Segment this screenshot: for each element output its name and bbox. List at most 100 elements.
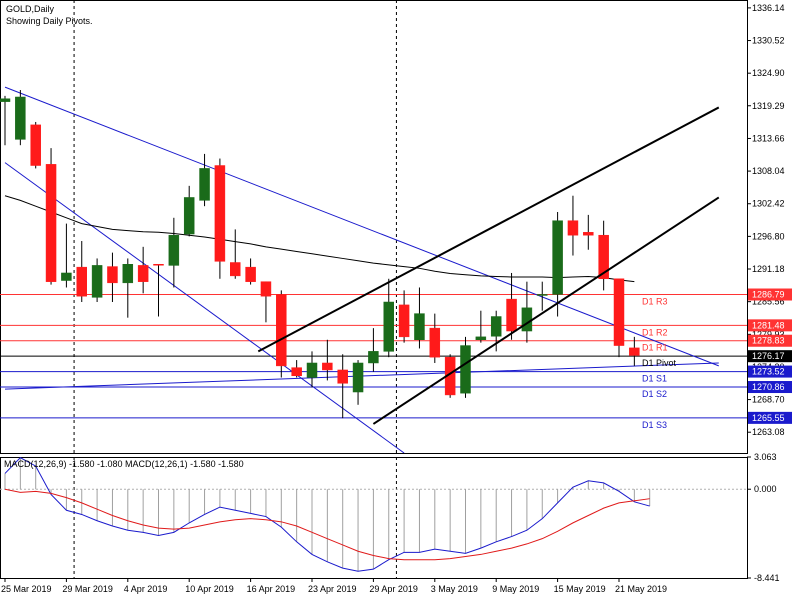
candle bbox=[598, 220, 609, 291]
pivot-label: D1 R2 bbox=[642, 327, 668, 337]
y-tick-label: 1313.66 bbox=[752, 133, 785, 143]
candle bbox=[583, 214, 594, 250]
candle-body bbox=[245, 266, 256, 282]
candle-body bbox=[230, 262, 241, 277]
candle-body bbox=[629, 347, 640, 356]
candle-body bbox=[260, 281, 272, 297]
x-tick-label: 4 Apr 2019 bbox=[124, 584, 168, 594]
candle-body bbox=[214, 165, 226, 262]
candle-body bbox=[137, 265, 149, 282]
y-tick-label: 1268.70 bbox=[752, 395, 785, 405]
chart-title: GOLD,Daily bbox=[6, 4, 55, 14]
candle bbox=[76, 241, 87, 302]
candle-body bbox=[276, 294, 287, 367]
candle-body bbox=[383, 301, 394, 352]
candle bbox=[230, 229, 241, 279]
candle bbox=[306, 351, 318, 388]
macd-y-tick-label: -8.441 bbox=[754, 573, 780, 583]
candle bbox=[337, 354, 348, 419]
candle-body bbox=[537, 294, 548, 296]
moving-average-line bbox=[4, 195, 635, 283]
pivot-price-tag bbox=[748, 334, 792, 347]
y-tick-label: 1263.08 bbox=[752, 427, 785, 437]
x-tick-label: 25 Mar 2019 bbox=[1, 584, 52, 594]
candle bbox=[398, 290, 410, 343]
y-tick-label: 1336.14 bbox=[752, 3, 785, 13]
candle-body bbox=[30, 124, 41, 166]
candle-body bbox=[291, 367, 302, 377]
candle-body bbox=[61, 272, 72, 281]
candle-body bbox=[352, 362, 364, 393]
candle-body bbox=[153, 264, 164, 266]
candle bbox=[137, 246, 149, 294]
pivot-price-tag bbox=[748, 381, 792, 394]
channel-line-upper bbox=[4, 86, 719, 367]
y-tick-label: 1330.52 bbox=[752, 36, 785, 46]
pivot-price-tag bbox=[748, 365, 792, 378]
candle-body bbox=[613, 278, 625, 346]
candle bbox=[276, 290, 287, 378]
candle-body bbox=[552, 220, 563, 295]
pivot-price-tag-label: 1265.55 bbox=[752, 413, 785, 423]
candle-body bbox=[429, 327, 441, 358]
pivot-label: D1 Pivot bbox=[642, 358, 677, 368]
x-tick-label: 9 May 2019 bbox=[492, 584, 539, 594]
x-tick-label: 29 Mar 2019 bbox=[62, 584, 113, 594]
pivot-price-tag bbox=[748, 319, 792, 332]
candle-body bbox=[199, 168, 210, 201]
candle bbox=[199, 153, 210, 207]
candle bbox=[352, 360, 364, 405]
candle-body bbox=[15, 96, 26, 140]
pivot-price-tag-label: 1270.86 bbox=[752, 382, 785, 392]
candle-body bbox=[506, 298, 517, 332]
macd-main-line bbox=[4, 457, 650, 572]
candle-body bbox=[475, 336, 487, 341]
pivot-label: D1 S3 bbox=[642, 420, 667, 430]
candle bbox=[521, 281, 533, 343]
candle-body bbox=[414, 313, 425, 341]
x-tick-label: 15 May 2019 bbox=[554, 584, 606, 594]
price-plot-area bbox=[0, 0, 747, 453]
wedge-line-lower bbox=[372, 196, 720, 425]
pivots-caption: Showing Daily Pivots. bbox=[6, 16, 93, 26]
candle-body bbox=[122, 264, 134, 284]
candle bbox=[567, 195, 579, 256]
pivot-price-tag bbox=[748, 350, 792, 363]
y-tick-label: 1324.90 bbox=[752, 68, 785, 78]
pivot-label: D1 S2 bbox=[642, 389, 667, 399]
candle-body bbox=[91, 265, 103, 298]
macd-y-tick-label: 0.000 bbox=[754, 484, 777, 494]
candle bbox=[613, 278, 625, 358]
candle-body bbox=[598, 234, 609, 280]
pivot-price-tag-label: 1286.79 bbox=[752, 290, 785, 300]
candle bbox=[153, 264, 164, 317]
macd-signal-line bbox=[4, 488, 650, 561]
candle bbox=[460, 336, 471, 398]
pivot-price-tag-label: 1281.48 bbox=[752, 320, 785, 330]
macd-indicator-label: MACD(12,26,9) -1.580 -1.080 MACD(12,26,1… bbox=[4, 459, 244, 469]
candle bbox=[368, 328, 379, 372]
pivot-label: D1 R1 bbox=[642, 343, 668, 353]
candle-body bbox=[583, 232, 594, 236]
candle-body bbox=[567, 220, 579, 236]
x-tick-label: 21 May 2019 bbox=[615, 584, 667, 594]
y-tick-label: 1308.04 bbox=[752, 166, 785, 176]
pivot-label: D1 R3 bbox=[642, 297, 668, 307]
y-tick-label: 1285.56 bbox=[752, 297, 785, 307]
x-tick-label: 23 Apr 2019 bbox=[308, 584, 357, 594]
pivot-price-tag bbox=[748, 411, 792, 424]
candle bbox=[45, 148, 57, 285]
pivot-price-tag-label: 1276.17 bbox=[752, 351, 785, 361]
price-plot-frame bbox=[0, 0, 748, 454]
candle bbox=[61, 223, 72, 288]
candle-body bbox=[183, 197, 195, 235]
x-tick-label: 29 Apr 2019 bbox=[369, 584, 418, 594]
candle bbox=[537, 281, 548, 311]
candle bbox=[183, 185, 195, 237]
candle bbox=[383, 278, 394, 358]
channel-line-lower bbox=[4, 162, 405, 453]
candle bbox=[506, 272, 517, 340]
candle-body bbox=[107, 266, 118, 284]
y-tick-label: 1319.29 bbox=[752, 101, 785, 111]
